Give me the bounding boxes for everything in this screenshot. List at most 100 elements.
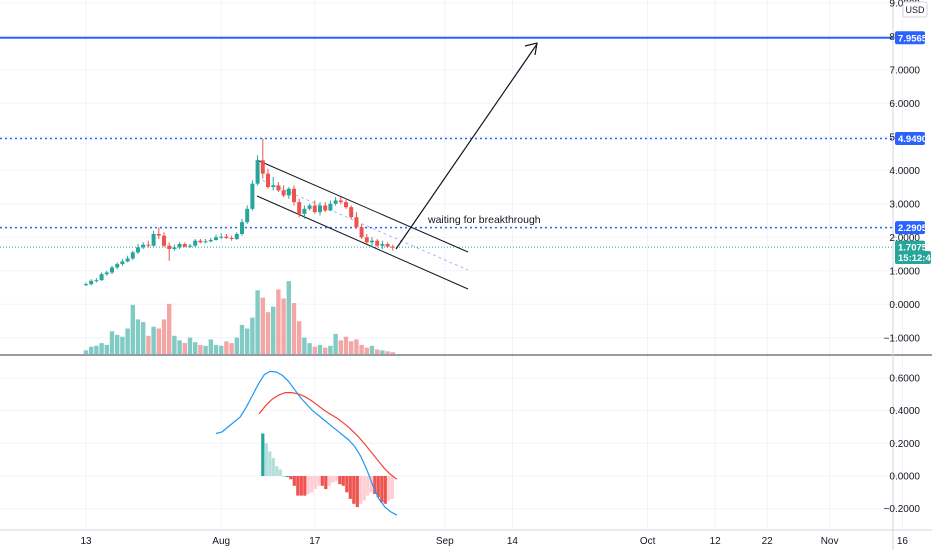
price-axis-tick-label: 2.0000 [889,233,920,244]
candle-body [307,205,312,209]
candle-body [380,244,385,246]
volume-bar [255,290,260,354]
macd-axis-tick-label: 0.6000 [889,373,920,384]
volume-bar [385,351,390,354]
volume-bar [239,324,245,354]
volume-bar [213,344,219,354]
macd-histogram-bar [324,476,328,490]
volume-bar [359,344,364,354]
macd-histogram-bar [359,476,363,504]
macd-histogram-bar [306,476,310,494]
macd-histogram-bar [383,476,387,504]
candle-body [203,241,208,243]
volume-bar [177,340,182,354]
candle-body [141,244,146,248]
macd-histogram-bar [387,476,391,501]
candle-body [302,208,307,214]
volume-bar [349,341,354,354]
candle-body [188,245,192,247]
candle-body [297,202,302,214]
currency-label: USD [905,5,925,15]
volume-bar [83,350,89,354]
macd-histogram-bar [348,476,352,499]
price-tag-label: 1.7075 [898,243,928,254]
candle-body [89,280,94,285]
time-axis-label: 22 [762,536,774,547]
channel-lower-line[interactable] [256,195,469,290]
time-axis-label: 17 [309,536,321,547]
volume-bar [172,335,177,354]
volume-bar [146,335,151,354]
candle-body [156,233,161,236]
channel-upper-line[interactable] [256,159,469,253]
volume-bar [109,331,115,354]
price-tag-badge[interactable] [895,132,925,146]
volume-bar [224,341,229,354]
candle-body [390,246,395,248]
volume-bar [369,345,375,354]
candle-body [120,261,125,265]
volume-bar [120,336,125,354]
currency-badge[interactable] [902,1,928,18]
volume-bar [167,303,172,354]
macd-line [215,370,398,516]
macd-histogram-bar [352,476,356,504]
price-tag-badge[interactable] [895,240,925,254]
volume-bar [297,321,302,354]
candle-body [271,185,276,188]
macd-histogram-bar [355,476,359,508]
price-tag-badge[interactable] [895,251,931,264]
horizontal-levels[interactable] [0,36,893,248]
volume-bar [317,344,323,354]
macd-histogram-bar [271,458,275,476]
drawings[interactable]: waiting for breakthrough [256,42,541,290]
candle-body [219,236,224,238]
volume-bar [104,344,109,354]
candlesticks [84,138,395,286]
time-axis-label: Nov [821,536,839,547]
candle-body [245,208,250,223]
volume-bar [364,347,369,354]
price-tag-badge[interactable] [895,221,925,235]
volume-bar [260,297,265,354]
candle-body [198,240,203,243]
candle-body [338,200,343,203]
signal-line [258,392,398,480]
volume-bar [234,337,239,354]
candle-body [250,183,255,209]
volume-bar [161,319,167,354]
candle-body [370,240,374,243]
macd-histogram-bar [338,476,342,485]
macd-histogram-bar [369,476,373,493]
candle-body [344,202,348,208]
macd-histogram-bar [341,476,345,486]
time-axis-label: 13 [80,536,92,547]
volume-bar [229,343,234,354]
breakout-arrow-line[interactable] [395,43,538,250]
macd-axis-tick-label: −0.2000 [884,504,921,515]
volume-bar [198,344,203,354]
candle-body [208,239,213,242]
annotation-label[interactable]: waiting for breakthrough [427,214,541,226]
volume-bar [375,349,380,354]
time-axis-label: 12 [710,536,722,547]
candle-body [151,233,156,246]
candle-body [234,233,239,239]
candle-body [125,258,130,262]
candle-body [182,244,187,247]
price-axis-tick-label: 7.0000 [889,65,920,76]
candle-body [260,160,265,174]
macd-histogram-bar [362,476,366,501]
candle-body [333,200,338,204]
macd-histogram-bar [264,443,268,476]
volume-bar [182,343,187,354]
macd-histogram-bar [317,476,321,486]
time-axis-ticks: 13Aug17Sep14Oct1222Nov16Dec20 [80,536,908,547]
price-tag-badge[interactable] [895,31,925,45]
macd-histogram-bar [299,476,303,496]
macd-histogram-bar [345,476,349,493]
candle-body [385,244,390,247]
volume-bar [151,326,156,354]
candle-body [104,272,109,275]
